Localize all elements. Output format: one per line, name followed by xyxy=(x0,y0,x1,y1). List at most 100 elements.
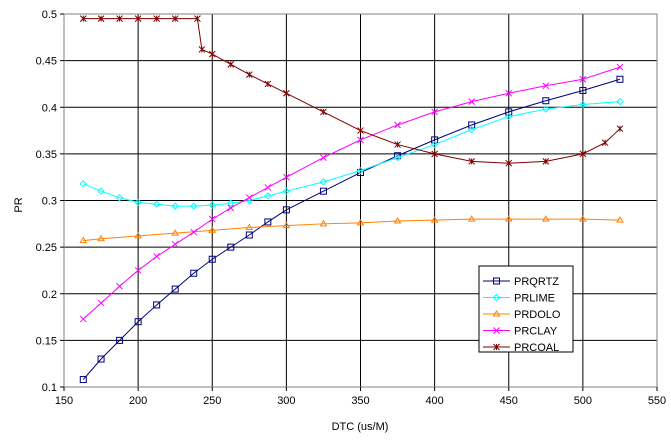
y-tick-label: 0.25 xyxy=(36,242,57,254)
series-line xyxy=(82,78,621,380)
data-point-star xyxy=(171,15,179,23)
data-point-square xyxy=(97,355,105,363)
data-point-square xyxy=(579,86,587,94)
data-point-star xyxy=(579,150,587,158)
data-point-square xyxy=(357,169,364,177)
data-point-triangle xyxy=(319,219,328,227)
data-point-star xyxy=(431,150,438,158)
data-point-star xyxy=(542,157,550,165)
data-point-triangle xyxy=(134,231,143,239)
data-point-square xyxy=(227,243,235,251)
x-tick-label: 300 xyxy=(277,395,295,407)
x-tick-label: 150 xyxy=(55,395,73,407)
data-point-diamond xyxy=(319,178,328,186)
y-tick-label: 0.5 xyxy=(42,9,57,21)
legend-item-prcoal: PRCOAL xyxy=(483,342,559,354)
data-point-x xyxy=(505,89,513,97)
data-point-diamond xyxy=(190,202,198,210)
y-tick-label: 0.3 xyxy=(42,196,57,208)
legend-label: PRLIME xyxy=(514,293,555,305)
data-point-x xyxy=(320,154,327,161)
data-point-diamond xyxy=(467,125,476,134)
data-point-star xyxy=(194,15,201,23)
y-tick-label: 0.45 xyxy=(36,56,57,68)
data-point-star xyxy=(616,125,624,133)
legend-label: PRQRTZ xyxy=(514,276,559,288)
legend-label: PRCLAY xyxy=(514,326,558,338)
data-point-diamond xyxy=(492,293,501,302)
data-point-diamond xyxy=(152,200,161,208)
data-point-triangle xyxy=(171,229,180,236)
data-point-x xyxy=(190,228,198,236)
x-tick-label: 350 xyxy=(351,395,369,407)
y-tick-label: 0.4 xyxy=(42,102,57,114)
data-point-square xyxy=(116,336,124,344)
data-point-star xyxy=(245,71,253,78)
data-point-x xyxy=(431,108,438,116)
data-point-x xyxy=(283,173,290,181)
data-point-x xyxy=(616,63,624,71)
x-tick-label: 250 xyxy=(203,395,221,407)
data-point-triangle xyxy=(97,234,105,242)
data-point-square xyxy=(245,231,253,239)
data-point-star xyxy=(394,141,401,148)
data-point-star xyxy=(601,139,609,147)
data-point-x xyxy=(245,194,253,202)
data-point-star xyxy=(208,50,216,58)
data-point-x xyxy=(468,98,476,106)
data-point-square xyxy=(171,285,179,293)
series-prcoal xyxy=(79,15,624,167)
data-point-diamond xyxy=(282,187,291,195)
data-point-square xyxy=(79,376,87,384)
data-point-diamond xyxy=(134,198,142,207)
data-point-diamond xyxy=(79,180,87,188)
x-tick-label: 400 xyxy=(425,395,443,407)
data-point-x xyxy=(542,82,550,90)
series-prqrtz xyxy=(79,75,624,384)
series-line xyxy=(83,101,620,207)
data-point-star xyxy=(134,15,142,23)
data-point-star xyxy=(320,108,327,116)
legend-label: PRDOLO xyxy=(514,309,561,321)
data-point-diamond xyxy=(542,105,550,113)
data-point-triangle xyxy=(467,215,476,222)
data-point-diamond xyxy=(356,166,365,175)
data-point-diamond xyxy=(505,112,513,121)
data-point-square xyxy=(153,301,161,309)
legend-item-prclay: PRCLAY xyxy=(483,326,558,338)
data-point-diamond xyxy=(393,153,402,162)
data-point-star xyxy=(97,15,105,23)
data-point-triangle xyxy=(541,215,550,222)
series-prdolo xyxy=(79,215,624,244)
data-point-x xyxy=(134,267,142,274)
data-point-star xyxy=(153,15,161,23)
data-point-x xyxy=(153,253,161,260)
data-point-x xyxy=(394,121,401,129)
data-point-diamond xyxy=(264,192,272,200)
y-axis-label: PR xyxy=(13,197,25,212)
data-point-star xyxy=(116,15,123,23)
data-point-diamond xyxy=(227,199,235,208)
legend-item-prlime: PRLIME xyxy=(483,293,555,305)
data-point-square xyxy=(134,318,142,326)
data-point-x xyxy=(579,75,587,83)
data-point-x xyxy=(493,327,500,334)
data-point-x xyxy=(357,136,364,144)
data-point-triangle xyxy=(393,217,402,224)
series-group xyxy=(79,15,624,384)
legend: PRQRTZ PRLIME PRDOLO PRCLAY PRCOAL xyxy=(478,265,574,354)
x-axis-label: DTC (us/M) xyxy=(332,421,389,433)
y-tick-label: 0.35 xyxy=(36,149,57,161)
data-point-diamond xyxy=(208,201,216,209)
data-point-star xyxy=(505,159,513,167)
y-tick-label: 0.15 xyxy=(36,335,57,347)
data-point-triangle xyxy=(79,236,88,244)
data-point-triangle xyxy=(492,310,501,317)
data-point-square xyxy=(190,269,198,277)
data-point-diamond xyxy=(579,100,587,109)
data-point-x xyxy=(79,315,87,323)
data-point-square xyxy=(505,108,513,116)
data-point-x xyxy=(264,184,272,191)
legend-item-prdolo: PRDOLO xyxy=(483,309,561,321)
